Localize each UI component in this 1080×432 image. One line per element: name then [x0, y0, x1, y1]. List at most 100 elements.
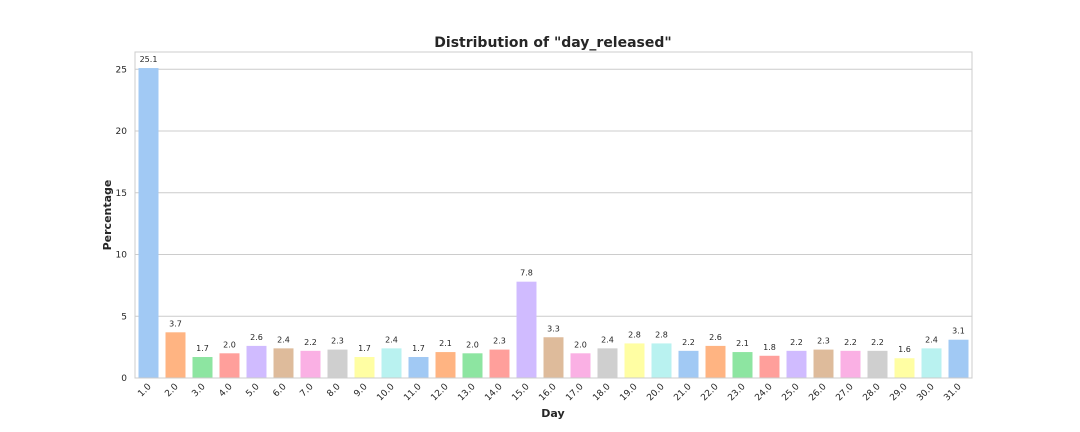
bar-value-label: 2.1 [439, 339, 452, 348]
x-tick-label: 28.0 [861, 382, 882, 403]
y-tick-label: 5 [121, 312, 127, 322]
bar [435, 352, 456, 378]
x-tick-label: 4.0 [217, 382, 234, 399]
x-tick-label: 15.0 [510, 382, 531, 403]
x-tick-label: 1.0 [136, 382, 153, 399]
x-tick-label: 31.0 [942, 382, 963, 403]
y-tick-label: 0 [121, 374, 127, 384]
bar-value-label: 1.6 [898, 345, 911, 354]
bar-value-label: 2.4 [601, 335, 614, 344]
bar-value-label: 2.2 [304, 338, 317, 347]
x-tick-label: 30.0 [915, 382, 936, 403]
x-tick-label: 3.0 [190, 382, 207, 399]
bar [813, 349, 834, 378]
bar [408, 357, 429, 378]
x-tick-label: 14.0 [483, 382, 504, 403]
value-labels: 25.1 3.7 1.7 2.0 2.6 2.4 2.2 2.3 1.7 2.4 1.7 2.1 2.0… [140, 55, 965, 354]
bar-value-label: 2.2 [871, 338, 884, 347]
x-axis-ticks: 1.0 2.0 3.0 4.0 5.0 6.0 7.0 8.0 9.0 10.0 11.0 12.0 1… [136, 382, 963, 403]
x-tick-label: 18.0 [591, 382, 612, 403]
bar-value-label: 2.1 [736, 339, 749, 348]
x-tick-label: 29.0 [888, 382, 909, 403]
x-tick-label: 10.0 [375, 382, 396, 403]
x-tick-label: 2.0 [163, 382, 180, 399]
x-axis-label: Day [541, 407, 564, 420]
bar [192, 357, 213, 378]
bar [246, 345, 267, 378]
bar [759, 355, 780, 378]
bar-value-label: 1.7 [196, 344, 209, 353]
bar-value-label: 2.2 [682, 338, 695, 347]
bar-value-label: 2.3 [817, 337, 830, 346]
bar [489, 349, 510, 378]
x-tick-label: 27.0 [834, 382, 855, 403]
x-tick-label: 9.0 [352, 382, 369, 399]
bar-value-label: 2.0 [574, 340, 587, 349]
x-tick-label: 25.0 [780, 382, 801, 403]
bar-value-label: 2.4 [925, 335, 938, 344]
bar [651, 343, 672, 378]
x-tick-label: 17.0 [564, 382, 585, 403]
bar [300, 350, 321, 378]
plot-frame [134, 51, 973, 379]
bar-value-label: 2.6 [250, 333, 263, 342]
bar [921, 348, 942, 378]
x-tick-label: 21.0 [672, 382, 693, 403]
bar [840, 350, 861, 378]
bar [894, 358, 915, 378]
x-tick-label: 19.0 [618, 382, 639, 403]
y-axis-label: Percentage [101, 180, 114, 251]
bar-value-label: 2.0 [466, 340, 479, 349]
bar [138, 68, 159, 378]
x-tick-label: 22.0 [699, 382, 720, 403]
bar-value-label: 3.3 [547, 324, 560, 333]
bar-value-label: 7.8 [520, 269, 533, 278]
bar [219, 353, 240, 378]
x-tick-label: 12.0 [429, 382, 450, 403]
bar-value-label: 1.7 [358, 344, 371, 353]
bar [705, 345, 726, 378]
x-tick-label: 5.0 [244, 382, 261, 399]
x-tick-label: 8.0 [325, 382, 342, 399]
bar-value-label: 2.4 [385, 335, 398, 344]
x-tick-label: 23.0 [726, 382, 747, 403]
bar [165, 332, 186, 378]
bar-value-label: 2.8 [628, 330, 641, 339]
y-axis-ticks: 0 5 10 15 20 25 [116, 65, 128, 384]
bar-value-label: 1.7 [412, 344, 425, 353]
x-tick-label: 11.0 [402, 382, 423, 403]
bar [948, 339, 969, 378]
bar-value-label: 2.4 [277, 335, 290, 344]
bar-value-label: 25.1 [140, 55, 158, 64]
bar [381, 348, 402, 378]
x-tick-label: 26.0 [807, 382, 828, 403]
x-tick-label: 7.0 [298, 382, 315, 399]
x-tick-label: 13.0 [456, 382, 477, 403]
bar [543, 337, 564, 378]
bar [867, 350, 888, 378]
bar [273, 348, 294, 378]
x-tick-label: 20.0 [645, 382, 666, 403]
bar [678, 350, 699, 378]
y-tick-label: 15 [116, 189, 127, 199]
x-tick-label: 24.0 [753, 382, 774, 403]
bar-value-label: 2.0 [223, 340, 236, 349]
chart-title: Distribution of "day_released" [434, 35, 671, 51]
bar [786, 350, 807, 378]
bar-value-label: 2.2 [844, 338, 857, 347]
bar [462, 353, 483, 378]
bar-value-label: 2.2 [790, 338, 803, 347]
x-tick-label: 16.0 [537, 382, 558, 403]
bar [354, 357, 375, 378]
bar [732, 352, 753, 378]
bar [570, 353, 591, 378]
y-tick-label: 10 [116, 251, 128, 261]
y-tick-label: 25 [116, 65, 127, 75]
bar-value-label: 2.3 [331, 337, 344, 346]
bar-value-label: 3.7 [169, 319, 182, 328]
bar-value-label: 2.3 [493, 337, 506, 346]
bar-value-label: 3.1 [952, 327, 965, 336]
bar-value-label: 2.8 [655, 330, 668, 339]
plot-background [135, 52, 972, 378]
